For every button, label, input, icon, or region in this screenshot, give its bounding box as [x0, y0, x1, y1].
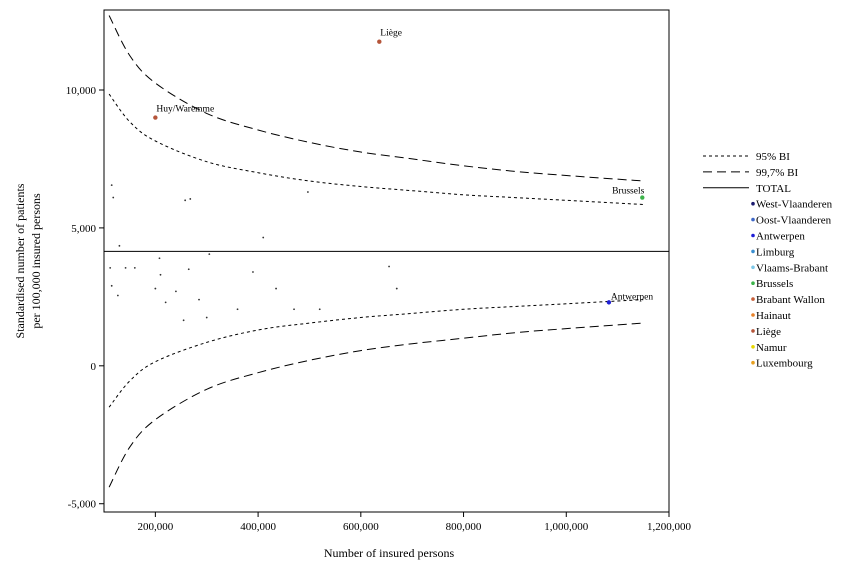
- legend-label: West-Vlaanderen: [756, 199, 833, 211]
- data-point: [133, 266, 136, 269]
- legend-marker: [751, 297, 755, 301]
- y-axis: -5,000 0 5,000 10,000: [66, 85, 104, 511]
- highlighted-point: [640, 195, 645, 200]
- x-tick-label: 1,200,000: [647, 521, 692, 533]
- data-point: [262, 236, 265, 239]
- data-point: [124, 266, 127, 269]
- x-axis-title: Number of insured persons: [324, 546, 455, 560]
- x-tick-label: 400,000: [240, 521, 276, 533]
- confidence-bands: [104, 15, 669, 488]
- legend: 95% BI 99,7% BI TOTAL West-Vlaanderen Oost-V…: [703, 151, 833, 370]
- data-point: [208, 253, 211, 256]
- data-point: [307, 191, 309, 193]
- legend-marker: [751, 217, 755, 222]
- data-point: [189, 198, 192, 200]
- legend-label: Oost-Vlaanderen: [756, 215, 832, 227]
- x-tick-label: 1,000,000: [544, 521, 589, 533]
- data-points: Liège Huy/Waremme Brussels Antwerpen: [109, 29, 653, 322]
- data-point: [293, 308, 295, 311]
- data-point: [395, 287, 398, 290]
- highlighted-point: [153, 115, 158, 120]
- plot-area: [103, 9, 670, 513]
- data-point: [275, 287, 277, 290]
- data-point: [236, 308, 239, 311]
- legend-label: Vlaams-Brabant: [756, 262, 828, 274]
- y-tick-label: 10,000: [66, 85, 97, 97]
- y-axis-title-line-2: per 100,000 insured persons: [29, 193, 43, 329]
- data-point: [109, 266, 112, 269]
- legend-label: Luxembourg: [756, 358, 813, 370]
- data-point: [175, 290, 177, 293]
- legend-marker: [751, 265, 755, 270]
- legend-marker: [751, 249, 755, 254]
- data-point: [154, 287, 157, 290]
- point-label: Antwerpen: [611, 292, 653, 302]
- x-axis: 200,000 400,000 600,000 800,000 1,000,000 1,2…: [137, 512, 692, 533]
- legend-label: TOTAL: [756, 183, 791, 195]
- legend-marker: [751, 329, 755, 333]
- ci997-upper-line: [108, 15, 644, 182]
- data-point: [205, 316, 208, 319]
- data-point: [182, 319, 185, 322]
- y-axis-title-line-1: Standardised number of patients: [13, 183, 27, 338]
- data-point: [198, 298, 200, 301]
- legend-label: 99,7% BI: [756, 167, 799, 179]
- data-point: [110, 284, 113, 287]
- highlighted-point: [606, 300, 612, 305]
- data-point: [184, 199, 187, 202]
- legend-label: Liège: [756, 326, 781, 338]
- legend-label: Brabant Wallon: [756, 294, 825, 306]
- data-point: [110, 184, 113, 187]
- point-label: Brussels: [612, 187, 645, 197]
- data-point: [118, 244, 121, 247]
- data-point: [112, 196, 115, 199]
- legend-label: Brussels: [756, 278, 793, 290]
- data-point: [388, 265, 390, 268]
- data-point: [164, 301, 167, 304]
- ci997-lower-line: [108, 322, 644, 488]
- ci95-lower-line: [108, 299, 644, 408]
- data-point: [318, 308, 321, 311]
- point-label: Liège: [380, 29, 402, 39]
- y-tick-label: 5,000: [71, 223, 96, 235]
- legend-marker: [751, 281, 755, 286]
- legend-label: Hainaut: [756, 310, 791, 322]
- x-tick-label: 800,000: [446, 521, 482, 533]
- y-tick-label: -5,000: [68, 499, 97, 511]
- data-point: [158, 257, 161, 260]
- point-label: Huy/Waremme: [156, 105, 214, 115]
- legend-marker: [751, 313, 755, 317]
- legend-marker: [751, 345, 755, 349]
- data-point: [252, 271, 254, 273]
- data-point: [116, 294, 119, 297]
- data-point: [159, 273, 162, 276]
- data-point: [187, 268, 190, 271]
- x-tick-label: 600,000: [343, 521, 379, 533]
- y-tick-label: 0: [91, 361, 97, 373]
- legend-marker: [751, 201, 755, 206]
- highlighted-point: [377, 39, 382, 44]
- x-tick-label: 200,000: [137, 521, 173, 533]
- legend-marker: [751, 360, 755, 365]
- legend-label: Antwerpen: [756, 231, 805, 243]
- legend-label: 95% BI: [756, 151, 790, 163]
- legend-label: Limburg: [756, 246, 795, 258]
- legend-marker: [751, 233, 755, 238]
- legend-label: Namur: [756, 342, 787, 354]
